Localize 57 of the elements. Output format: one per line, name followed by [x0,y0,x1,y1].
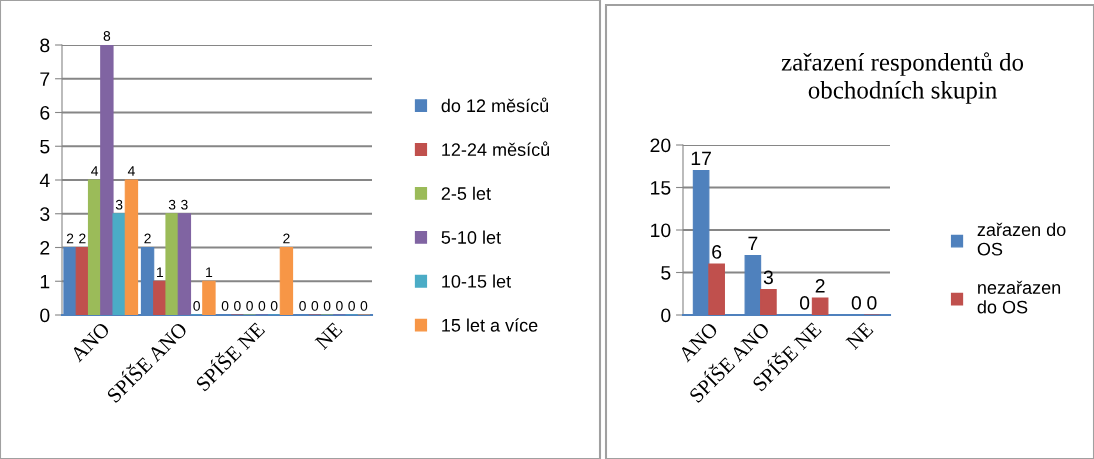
data-label: 0 [234,301,241,311]
data-label: 2 [79,233,86,244]
x-tick-label: NE [845,321,874,350]
y-tick-label: 6 [40,105,50,120]
legend-label: nezařazen do OS [977,280,1061,314]
y-tick-label: 4 [39,173,50,188]
y-tick-label: 20 [650,138,671,153]
y-tick-label: 0 [661,308,671,323]
legend-label: 2-5 let [441,186,491,200]
data-label: 4 [127,166,135,176]
x-tick-label: NE [314,321,343,350]
data-label: 0 [851,296,862,310]
data-label: 0 [360,301,368,311]
data-label: 6 [712,245,722,259]
data-label: 0 [867,296,877,310]
data-label: 0 [258,301,266,311]
data-label: 0 [221,301,229,311]
legend-label: 12-24 měsíců [442,141,550,157]
y-tick-label: 5 [661,266,671,280]
data-label: 2 [144,233,151,244]
data-label: 3 [115,199,123,210]
data-label: 7 [748,236,758,251]
y-tick-label: 5 [40,139,50,154]
y-tick-label: 0 [40,308,50,323]
legend-label: 10-15 let [442,274,511,288]
y-tick-label: 2 [40,240,50,255]
y-tick-label: 7 [40,72,50,86]
data-label: 0 [311,301,319,311]
data-label: 4 [91,166,99,176]
data-label: 3 [168,199,176,210]
data-label: 17 [691,151,711,166]
data-label: 0 [336,301,343,311]
data-label: 0 [323,301,331,311]
data-label: 0 [799,296,810,310]
legend-label: zařazen do OS [977,222,1066,256]
y-tick-label: 1 [40,274,50,289]
data-label: 1 [157,267,164,277]
data-label: 2 [66,233,74,244]
data-label: 2 [815,279,825,293]
data-label: 1 [206,267,213,277]
y-tick-label: 15 [651,181,671,195]
legend-label: do 12 měsíců [441,97,549,113]
legend-label: 15 let a více [442,318,538,332]
data-label: 0 [246,301,253,311]
legend-label: 5-10 let [441,230,501,244]
data-label: 0 [348,301,355,311]
y-tick-label: 10 [651,223,671,238]
data-label: 0 [299,301,306,311]
data-label: 8 [103,31,111,41]
data-label: 2 [283,233,290,244]
data-label: 3 [763,270,773,285]
data-label: 0 [270,301,278,311]
data-label: 0 [193,301,200,311]
y-tick-label: 8 [40,38,50,53]
chart-title: zařazení respondentů do obchodních skupin [781,52,1024,104]
data-label: 3 [181,199,188,210]
y-tick-label: 3 [40,207,50,221]
